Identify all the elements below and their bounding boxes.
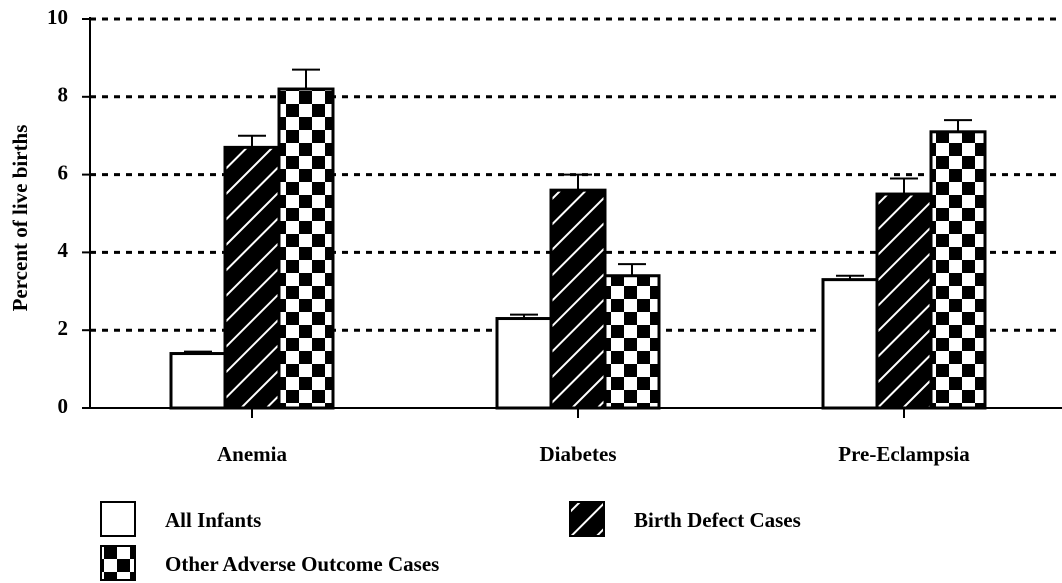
x-tick-label: Anemia — [217, 442, 287, 466]
bar — [549, 188, 607, 410]
bar — [929, 130, 987, 410]
legend-label: Birth Defect Cases — [634, 508, 801, 532]
legend-swatch — [100, 501, 136, 537]
bar — [277, 87, 335, 410]
legend-swatch — [569, 501, 605, 537]
bar — [223, 145, 281, 410]
y-tick-label: 10 — [47, 5, 68, 29]
y-tick-label: 4 — [58, 238, 69, 262]
y-tick-label: 8 — [58, 83, 69, 107]
bar — [169, 352, 227, 410]
legend-swatch — [100, 545, 136, 581]
bar — [495, 317, 553, 410]
bar — [875, 192, 933, 410]
bar — [821, 278, 879, 410]
y-tick-label: 0 — [58, 394, 69, 418]
bar — [603, 274, 661, 410]
legend-label: All Infants — [165, 508, 261, 532]
x-tick-label: Diabetes — [540, 442, 617, 466]
y-tick-label: 2 — [58, 316, 69, 340]
legend-label: Other Adverse Outcome Cases — [165, 552, 439, 576]
x-tick-label: Pre-Eclampsia — [838, 442, 970, 466]
y-tick-label: 6 — [58, 160, 69, 184]
y-axis-label: Percent of live births — [8, 125, 32, 312]
